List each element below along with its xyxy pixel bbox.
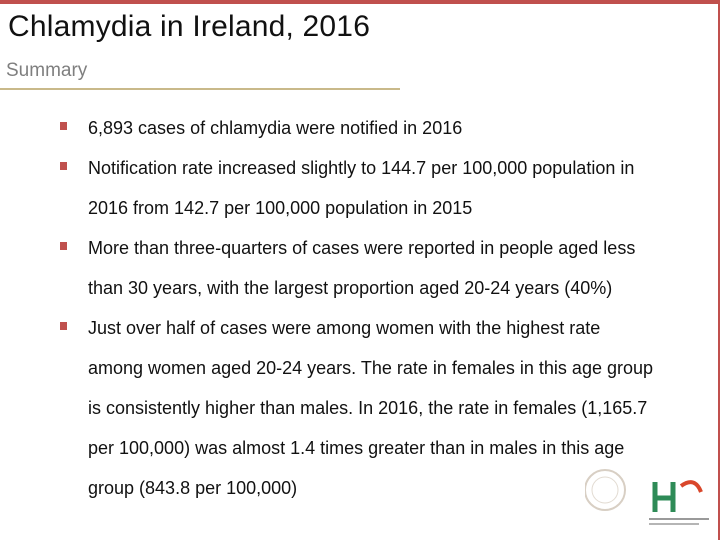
bullet-text: 6,893 cases of chlamydia were notified i…	[88, 118, 463, 138]
slide-subtitle: Summary	[6, 60, 88, 81]
bullet-item: More than three-quarters of cases were r…	[60, 228, 660, 308]
bullet-item: Notification rate increased slightly to …	[60, 148, 660, 228]
bullet-item: Just over half of cases were among women…	[60, 308, 660, 508]
hpsc-seal-icon	[585, 469, 626, 511]
logo-area	[585, 468, 715, 536]
bullet-item: 6,893 cases of chlamydia were notified i…	[60, 108, 660, 148]
slide-title: Chlamydia in Ireland, 2016	[8, 10, 371, 43]
bullet-text: Just over half of cases were among women…	[88, 318, 654, 498]
square-bullet-icon	[60, 242, 67, 250]
hse-logo-icon	[649, 480, 709, 525]
bullet-list: 6,893 cases of chlamydia were notified i…	[60, 108, 660, 508]
bullet-text: More than three-quarters of cases were r…	[88, 238, 636, 298]
square-bullet-icon	[60, 162, 67, 170]
top-accent-bar	[0, 0, 720, 4]
square-bullet-icon	[60, 322, 67, 330]
bullet-text: Notification rate increased slightly to …	[88, 158, 635, 218]
square-bullet-icon	[60, 122, 67, 130]
right-accent-edge	[718, 0, 720, 540]
title-divider	[0, 88, 400, 90]
